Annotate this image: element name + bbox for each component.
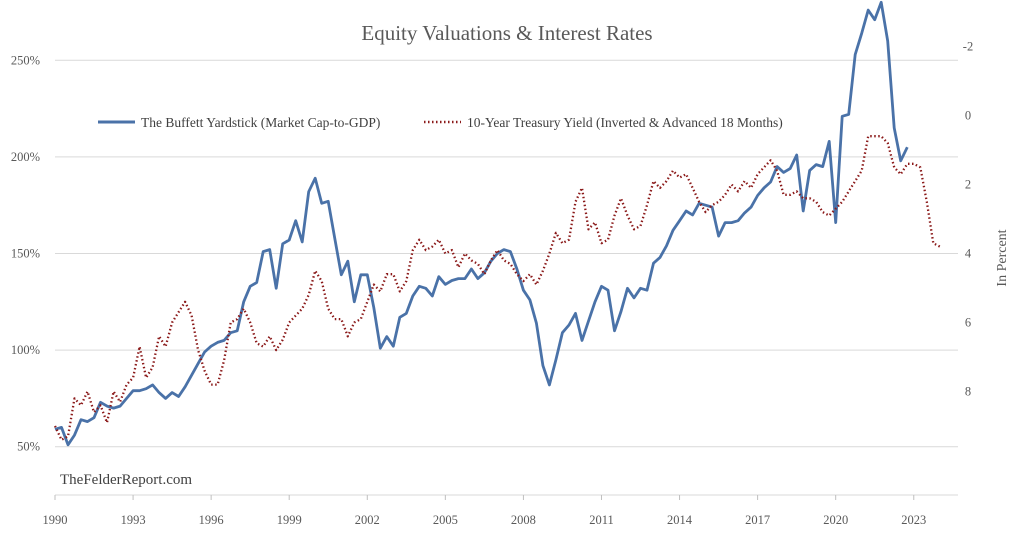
x-tick-label: 2008	[511, 513, 536, 527]
legend-label-buffett: The Buffett Yardstick (Market Cap-to-GDP…	[141, 115, 380, 130]
y-left-tick-label: 250%	[11, 53, 40, 67]
watermark-text: TheFelderReport.com	[60, 472, 192, 488]
x-tick-label: 1999	[277, 513, 302, 527]
y-right-tick-label: 4	[965, 247, 972, 261]
x-tick-label: 2023	[901, 513, 926, 527]
chart-title: Equity Valuations & Interest Rates	[361, 21, 652, 45]
y-right-tick-label: 2	[965, 178, 971, 192]
x-tick-label: 2011	[589, 513, 614, 527]
x-axis-ticks: 1990 1993 1996 1999 2002 2005 2008 2011 2014 2017…	[43, 495, 926, 527]
x-tick-label: 2002	[355, 513, 380, 527]
x-tick-label: 2014	[667, 513, 693, 527]
series-line-buffett-yardstick	[54, 0, 909, 447]
y-axis-left-ticks: 50% 100% 150% 200% 250%	[11, 53, 40, 453]
legend-label-treasury: 10-Year Treasury Yield (Inverted & Advan…	[467, 115, 783, 130]
y-right-tick-label: -2	[963, 40, 973, 54]
y-right-tick-label: 8	[965, 385, 971, 399]
x-tick-label: 2020	[823, 513, 848, 527]
series-lines	[53, 0, 941, 447]
series-line-treasury-yield	[53, 135, 941, 441]
y-axis-right-ticks: -2 0 2 4 6 8	[963, 40, 973, 399]
x-tick-label: 2017	[745, 513, 770, 527]
y-axis-right-title: In Percent	[995, 229, 1010, 286]
y-left-tick-label: 100%	[11, 343, 40, 357]
x-tick-label: 1990	[43, 513, 68, 527]
y-right-tick-label: 6	[965, 316, 971, 330]
legend: The Buffett Yardstick (Market Cap-to-GDP…	[98, 115, 783, 130]
x-tick-label: 2005	[433, 513, 458, 527]
y-left-tick-label: 150%	[11, 247, 40, 261]
y-right-tick-label: 0	[965, 109, 971, 123]
x-tick-label: 1996	[199, 513, 224, 527]
x-tick-label: 1993	[121, 513, 146, 527]
y-left-tick-label: 50%	[17, 440, 40, 454]
y-left-tick-label: 200%	[11, 150, 40, 164]
